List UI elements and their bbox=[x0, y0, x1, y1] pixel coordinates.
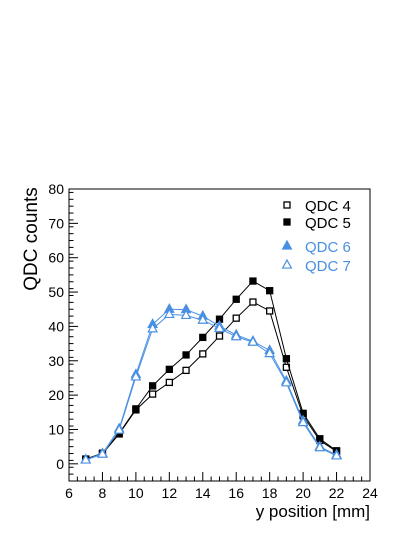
legend-label: QDC 5 bbox=[305, 215, 351, 232]
data-point bbox=[247, 336, 259, 346]
data-point bbox=[232, 295, 240, 303]
series-3 bbox=[80, 308, 342, 464]
y-tick-label: 80 bbox=[48, 181, 64, 197]
data-point bbox=[197, 314, 209, 324]
x-tick-label: 18 bbox=[262, 485, 278, 501]
data-point bbox=[249, 277, 257, 285]
y-tick-label: 20 bbox=[48, 387, 64, 403]
data-point bbox=[232, 314, 240, 322]
data-point bbox=[132, 405, 140, 413]
data-point bbox=[266, 287, 274, 295]
y-tick-label: 60 bbox=[48, 250, 64, 266]
series-line bbox=[85, 313, 337, 461]
data-point bbox=[297, 416, 309, 427]
x-tick-label: 8 bbox=[99, 485, 107, 501]
legend-item: QDC 5 bbox=[283, 215, 351, 232]
y-axis-label: QDC counts bbox=[21, 187, 42, 290]
y-tick-label: 70 bbox=[48, 215, 64, 231]
x-tick-label: 6 bbox=[65, 485, 73, 501]
legend-item: QDC 7 bbox=[281, 258, 351, 275]
data-point bbox=[264, 347, 276, 358]
series-line bbox=[85, 280, 337, 460]
y-tick-label: 50 bbox=[48, 284, 64, 300]
data-point bbox=[249, 298, 257, 306]
legend-marker bbox=[283, 218, 291, 226]
x-tick-label: 20 bbox=[295, 485, 311, 501]
data-point bbox=[148, 390, 157, 398]
x-tick-label: 10 bbox=[128, 485, 144, 501]
x-axis-label: y position [mm] bbox=[256, 502, 370, 521]
data-point bbox=[314, 441, 326, 452]
legend-label: QDC 4 bbox=[305, 198, 351, 215]
x-tick-label: 24 bbox=[362, 485, 378, 501]
data-point bbox=[215, 332, 224, 340]
data-point bbox=[165, 378, 173, 387]
legend-item: QDC 4 bbox=[283, 198, 351, 215]
series-layer bbox=[80, 277, 342, 464]
data-point bbox=[113, 423, 125, 434]
y-tick-label: 40 bbox=[48, 318, 64, 334]
legend-item: QDC 6 bbox=[281, 239, 351, 256]
axes: 6 8 10 12 14 16 18 20 22 24 0 10 20 30 40 50 60 70 80 bbox=[48, 181, 378, 501]
series-1 bbox=[82, 277, 341, 463]
data-point bbox=[80, 453, 92, 464]
y-tick-label: 0 bbox=[56, 456, 64, 472]
legend-marker bbox=[283, 201, 291, 209]
x-tick-label: 22 bbox=[329, 485, 345, 501]
data-point bbox=[180, 309, 192, 320]
series-line bbox=[85, 301, 337, 460]
data-point bbox=[214, 322, 225, 333]
data-point bbox=[280, 376, 292, 387]
data-point bbox=[199, 350, 207, 358]
data-point bbox=[282, 355, 291, 363]
y-tick-label: 10 bbox=[48, 421, 64, 437]
x-tick-label: 16 bbox=[228, 485, 244, 501]
x-tick-label: 12 bbox=[162, 485, 178, 501]
data-point bbox=[148, 382, 157, 390]
legend-marker bbox=[281, 239, 293, 250]
data-point bbox=[331, 449, 342, 460]
legend-label: QDC 6 bbox=[305, 239, 351, 256]
data-point bbox=[266, 307, 274, 315]
y-tick-label: 30 bbox=[48, 353, 64, 369]
data-point bbox=[163, 308, 175, 319]
data-point bbox=[230, 330, 242, 341]
data-point bbox=[165, 365, 173, 374]
data-point bbox=[182, 366, 190, 375]
data-point bbox=[147, 322, 159, 333]
legend-marker bbox=[281, 258, 293, 269]
x-tick-label: 14 bbox=[195, 485, 211, 501]
series-line bbox=[85, 308, 337, 461]
legend-label: QDC 7 bbox=[305, 258, 351, 275]
series-0 bbox=[82, 298, 341, 464]
data-point bbox=[182, 351, 190, 359]
data-point bbox=[130, 370, 142, 381]
data-point bbox=[199, 333, 207, 342]
data-point bbox=[97, 447, 108, 458]
